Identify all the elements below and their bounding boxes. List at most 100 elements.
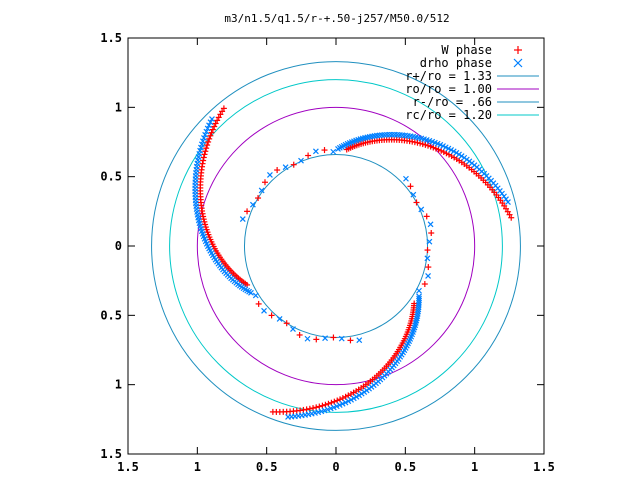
drho-phase-point	[304, 335, 311, 342]
x-tick-label: 0	[332, 460, 339, 474]
w-phase-point	[212, 120, 219, 127]
w-phase-point	[438, 147, 445, 154]
w-phase-point	[202, 224, 209, 231]
w-phase-point	[261, 179, 268, 186]
w-phase-point	[202, 221, 209, 228]
drho-phase-point	[198, 141, 205, 148]
drho-phase-point	[290, 326, 296, 332]
w-phase-point	[435, 146, 442, 153]
y-tick-label: 0	[115, 239, 122, 253]
w-phase-point	[331, 398, 338, 405]
y-tick-label: 1.5	[100, 31, 122, 45]
y-tick-label: 0.5	[100, 308, 122, 322]
w-phase-point	[205, 138, 212, 145]
legend-label: drho phase	[420, 56, 492, 70]
w-phase-point	[220, 105, 227, 112]
w-phase-point	[217, 111, 224, 118]
drho-phase-point	[261, 307, 267, 314]
drho-phase-point	[312, 148, 319, 155]
legend-marker-cross	[513, 58, 523, 68]
y-tick-label: 1	[115, 378, 122, 392]
drho-phase-point	[201, 135, 207, 141]
drho-phase-point	[239, 216, 246, 222]
w-phase-point	[345, 392, 352, 399]
w-phase-point	[313, 336, 320, 343]
x-tick-label: 0.5	[394, 460, 416, 474]
w-phase-point	[200, 157, 207, 164]
w-phase-point	[413, 199, 420, 206]
drho-phase-point	[505, 199, 511, 206]
drho-phase-point	[416, 295, 422, 302]
drho-phase-point	[298, 157, 304, 164]
drho-phase-point	[203, 128, 210, 135]
drho-phase-point	[424, 255, 431, 262]
w-phase-point	[209, 126, 216, 133]
w-phase-point	[347, 391, 354, 398]
w-phase-point	[334, 397, 341, 404]
w-phase-point	[255, 300, 262, 307]
w-phase-point	[414, 139, 421, 146]
x-tick-label: 0.5	[256, 460, 278, 474]
drho-phase-point	[410, 191, 417, 198]
drho-phase-point	[456, 151, 462, 158]
drho-phase-point	[204, 125, 211, 132]
drho-phase-point	[503, 196, 509, 203]
legend-label: r+/ro = 1.33	[405, 69, 492, 83]
x-tick-label: 1.5	[117, 460, 139, 474]
w-phase-point	[506, 211, 513, 218]
w-phase-point	[274, 167, 281, 174]
drho-phase-point	[276, 316, 283, 322]
w-phase-point	[214, 117, 221, 124]
w-phase-point	[423, 213, 430, 220]
w-phase-point	[425, 264, 432, 271]
drho-phase-point	[285, 413, 291, 420]
w-phase-point	[202, 148, 209, 155]
drho-phase-point	[416, 293, 422, 300]
w-phase-point	[330, 334, 337, 341]
w-phase-point	[268, 312, 275, 319]
drho-phase-point	[427, 221, 434, 228]
w-phase-point	[208, 129, 215, 136]
w-phase-point	[296, 331, 303, 338]
drho-phase-point	[458, 153, 465, 159]
drho-phase-point	[426, 238, 433, 245]
w-phase-point	[321, 147, 328, 154]
x-tick-label: 1	[194, 460, 201, 474]
chart-title: m3/n1.5/q1.5/r-+.50-j257/M50.0/512	[224, 12, 449, 25]
drho-phase-point	[209, 116, 215, 122]
drho-phase-point	[330, 148, 337, 155]
drho-phase-point	[338, 335, 345, 342]
y-tick-label: 1	[115, 100, 122, 114]
x-tick-label: 1.5	[533, 460, 555, 474]
reference-circle	[169, 79, 503, 413]
drho-phase-point	[403, 175, 409, 182]
drho-phase-point	[282, 164, 289, 171]
w-phase-point	[407, 183, 414, 190]
w-phase-point	[310, 405, 317, 412]
w-phase-point	[200, 216, 207, 223]
drho-phase-point	[199, 138, 206, 145]
w-phase-point	[306, 405, 313, 412]
y-tick-label: 1.5	[100, 447, 122, 461]
drho-phase-point	[453, 149, 460, 156]
w-phase-point	[424, 247, 431, 254]
w-phase-point	[283, 320, 290, 327]
legend-marker-plus	[514, 46, 522, 54]
w-phase-point	[255, 195, 262, 202]
reference-circle	[196, 106, 476, 386]
w-phase-point	[200, 154, 207, 161]
w-phase-point	[425, 142, 432, 149]
w-phase-point	[430, 144, 437, 151]
drho-phase-point	[322, 335, 329, 342]
w-phase-point	[204, 142, 211, 149]
legend-label: ro/ro = 1.00	[405, 82, 492, 96]
drho-phase-point	[425, 273, 431, 279]
w-phase-point	[207, 132, 214, 139]
w-phase-point	[211, 123, 218, 130]
w-phase-point	[325, 400, 332, 407]
phase-points	[192, 105, 515, 420]
reference-circle	[243, 153, 429, 339]
w-phase-point	[203, 145, 210, 152]
